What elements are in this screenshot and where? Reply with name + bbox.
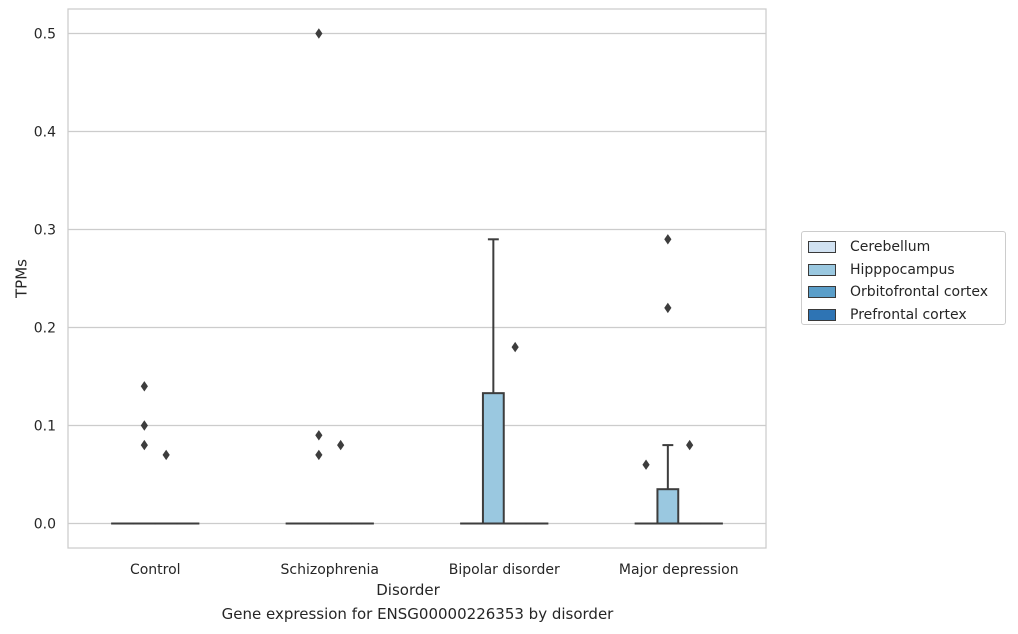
box-body xyxy=(656,488,680,525)
legend-swatch xyxy=(808,308,836,321)
legend-label: Orbitofrontal cortex xyxy=(850,284,988,301)
y-tick-label: 0.0 xyxy=(34,517,56,533)
legend-swatch xyxy=(808,263,836,276)
boxes-layer xyxy=(111,28,723,525)
outlier-point xyxy=(642,459,650,470)
grid-lines xyxy=(68,32,766,525)
outlier-point xyxy=(315,449,323,461)
outlier-point xyxy=(664,302,672,314)
y-tick-label: 0.3 xyxy=(34,223,56,239)
y-tick-label: 0.4 xyxy=(34,125,56,141)
x-tick-label: Major depression xyxy=(619,562,739,578)
legend-entry-cerebellum: Cerebellum xyxy=(802,236,1005,259)
legend-swatch xyxy=(808,286,836,299)
legend: Cerebellum Hipppocampus Orbitofrontal co… xyxy=(801,231,1006,325)
legend-entry-prefrontal-cortex: Prefrontal cortex xyxy=(802,304,1005,327)
outlier-point xyxy=(140,381,148,392)
outlier-point xyxy=(686,439,694,451)
outlier-point xyxy=(511,341,519,353)
chart-caption: Gene expression for ENSG00000226353 by d… xyxy=(221,605,614,623)
outlier-point xyxy=(140,420,148,431)
y-tick-labels: 0.0 0.1 0.2 0.3 0.4 0.5 xyxy=(34,27,56,533)
box-body xyxy=(481,392,505,525)
x-tick-labels: Control Schizophrenia Bipolar disorder Majo… xyxy=(130,562,739,578)
outlier-point xyxy=(162,449,170,461)
y-tick-label: 0.1 xyxy=(34,419,56,435)
plot-frame xyxy=(67,8,767,549)
outlier-point xyxy=(337,439,345,451)
y-tick-label: 0.5 xyxy=(34,27,56,43)
legend-label: Hipppocampus xyxy=(850,261,955,278)
legend-label: Cerebellum xyxy=(850,239,931,256)
legend-label: Prefrontal cortex xyxy=(850,306,967,323)
legend-entry-hippocampus: Hipppocampus xyxy=(802,259,1005,282)
x-tick-label: Schizophrenia xyxy=(281,562,379,578)
outlier-point xyxy=(664,234,672,245)
outlier-point xyxy=(140,439,148,451)
y-tick-label: 0.2 xyxy=(34,321,56,337)
x-tick-label: Control xyxy=(130,562,181,578)
outlier-point xyxy=(315,28,323,39)
legend-entry-orbitofrontal-cortex: Orbitofrontal cortex xyxy=(802,281,1005,304)
x-axis-label: Disorder xyxy=(376,581,440,599)
legend-swatch xyxy=(808,241,836,254)
x-tick-label: Bipolar disorder xyxy=(449,562,560,578)
y-axis-label: TPMs xyxy=(12,259,30,299)
outlier-point xyxy=(315,430,323,441)
